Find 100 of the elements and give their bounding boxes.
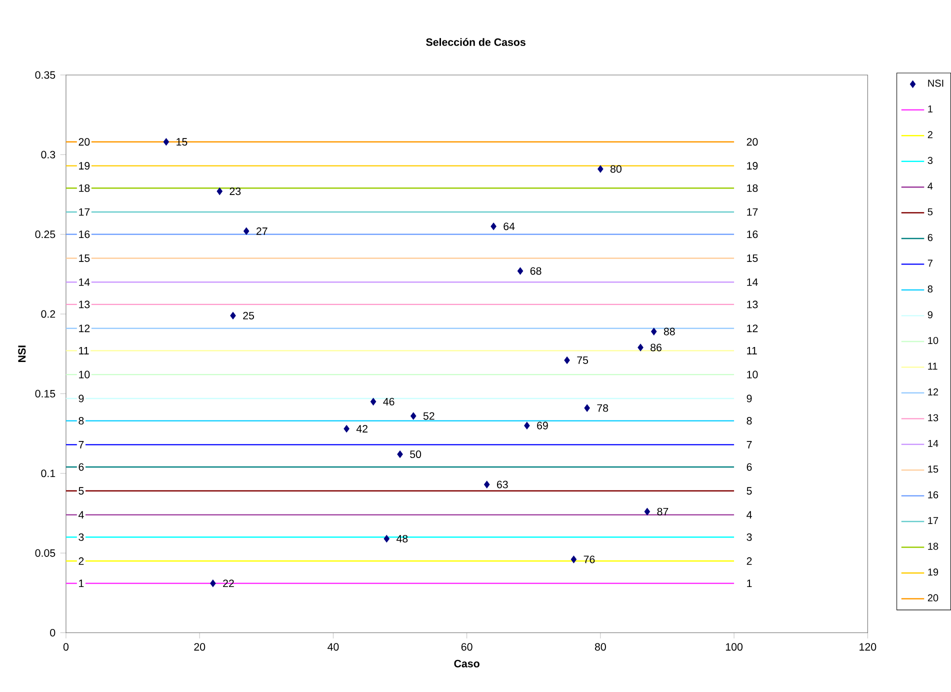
annotation: 42 — [356, 425, 368, 433]
point — [564, 356, 570, 364]
text: 3 — [746, 533, 752, 542]
legend-label: 16 — [928, 491, 938, 499]
point — [644, 508, 650, 516]
text: 19 — [79, 162, 90, 170]
point — [490, 222, 496, 230]
x-tick-label: 40 — [328, 643, 339, 651]
text: 5 — [746, 487, 752, 495]
y-tick-label: 0.3 — [41, 151, 56, 159]
text: 17 — [79, 208, 90, 216]
text: 14 — [747, 278, 758, 286]
annotation: 63 — [497, 480, 508, 488]
legend-label: 1 — [928, 106, 932, 112]
annotation: 27 — [256, 228, 268, 236]
text: 10 — [747, 370, 758, 378]
legend-label: 17 — [928, 517, 938, 524]
text: 13 — [747, 300, 758, 308]
legend-label: 2 — [928, 131, 932, 138]
point — [524, 422, 530, 430]
annotation: 50 — [410, 450, 422, 458]
y-tick-label: 0.25 — [35, 230, 56, 238]
annotation: 75 — [577, 356, 588, 364]
point — [163, 138, 170, 146]
text: 19 — [747, 162, 758, 170]
text: 7 — [78, 441, 84, 448]
annotation: 64 — [504, 222, 515, 230]
text: 16 — [747, 230, 758, 238]
point — [397, 450, 403, 458]
text: 9 — [78, 394, 84, 402]
annotation: 86 — [650, 344, 662, 352]
text: 4 — [746, 511, 752, 519]
point — [344, 425, 350, 433]
point — [384, 535, 390, 543]
point — [570, 556, 577, 564]
text: 2 — [78, 557, 84, 565]
annotation: 68 — [530, 267, 542, 275]
text: 18 — [747, 184, 758, 192]
y-tick-label: 0.1 — [41, 470, 56, 478]
y-tick-label: 0.2 — [41, 310, 56, 318]
annotation: 78 — [597, 404, 608, 412]
annotation: 46 — [383, 398, 394, 406]
legend-label: NSI — [928, 80, 944, 87]
text: 6 — [746, 463, 752, 471]
legend-label: 3 — [928, 157, 933, 164]
text: 4 — [78, 511, 84, 519]
x-tick-label: 60 — [461, 643, 472, 651]
annotation: 52 — [423, 412, 434, 420]
legend-label: 8 — [928, 286, 933, 293]
x-tick-label: 120 — [860, 643, 876, 651]
y-tick-label: 0.05 — [35, 549, 56, 557]
point — [410, 412, 416, 420]
point — [216, 188, 223, 196]
text: 6 — [78, 463, 84, 471]
text: 20 — [78, 138, 90, 146]
text: 10 — [79, 370, 90, 378]
x-axis-title: Caso — [454, 660, 480, 668]
text: 18 — [79, 184, 90, 192]
text: 17 — [747, 208, 758, 216]
legend-label: 15 — [928, 466, 938, 473]
text: 12 — [747, 324, 758, 332]
legend-label: 14 — [928, 440, 938, 447]
text: 20 — [746, 138, 758, 146]
point — [584, 404, 590, 412]
x-tick-label: 100 — [726, 643, 743, 651]
point — [651, 328, 657, 336]
point — [517, 267, 524, 275]
annotation: 80 — [610, 165, 622, 173]
legend-label: 12 — [928, 388, 938, 396]
text: 1 — [79, 580, 84, 588]
legend-label: 6 — [928, 234, 933, 242]
text: 9 — [746, 394, 752, 402]
text: 1 — [747, 580, 752, 588]
text: 3 — [78, 533, 84, 542]
text: 12 — [79, 324, 90, 332]
point — [638, 344, 644, 352]
point — [210, 580, 216, 588]
x-tick-label: 20 — [194, 643, 206, 651]
legend-label: 4 — [928, 182, 933, 190]
text: 5 — [78, 487, 84, 495]
annotation: 25 — [243, 312, 254, 320]
point — [484, 480, 490, 488]
y-tick-label: 0.15 — [35, 390, 56, 398]
text: 15 — [79, 254, 90, 262]
annotation: 87 — [657, 508, 668, 516]
chart-title: Selección de Casos — [426, 38, 526, 46]
legend-label: 7 — [928, 260, 932, 267]
text: 11 — [79, 347, 89, 354]
annotation: 88 — [664, 328, 675, 336]
y-axis-title: NSI — [18, 346, 26, 362]
legend-label: 20 — [928, 594, 938, 602]
text: 7 — [746, 441, 752, 448]
legend-label: 19 — [928, 568, 938, 576]
point — [243, 228, 250, 236]
legend-label: 5 — [928, 208, 933, 216]
point — [370, 398, 376, 406]
annotation: 23 — [230, 188, 241, 196]
point — [598, 165, 604, 173]
annotation: 69 — [537, 422, 548, 430]
text: 8 — [78, 417, 84, 425]
